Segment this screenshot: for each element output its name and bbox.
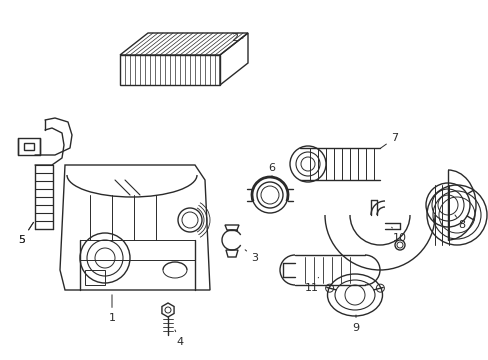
Text: 7: 7 (380, 133, 398, 148)
Text: 3: 3 (244, 250, 258, 263)
Text: 5: 5 (19, 222, 33, 245)
Text: 6: 6 (268, 163, 275, 178)
Text: 11: 11 (305, 277, 318, 293)
Text: 5: 5 (19, 222, 33, 245)
Text: 10: 10 (391, 227, 406, 243)
Text: 9: 9 (352, 315, 359, 333)
Text: 2: 2 (231, 33, 243, 43)
Text: 8: 8 (454, 215, 465, 230)
Text: 1: 1 (108, 295, 115, 323)
Text: 4: 4 (175, 330, 183, 347)
